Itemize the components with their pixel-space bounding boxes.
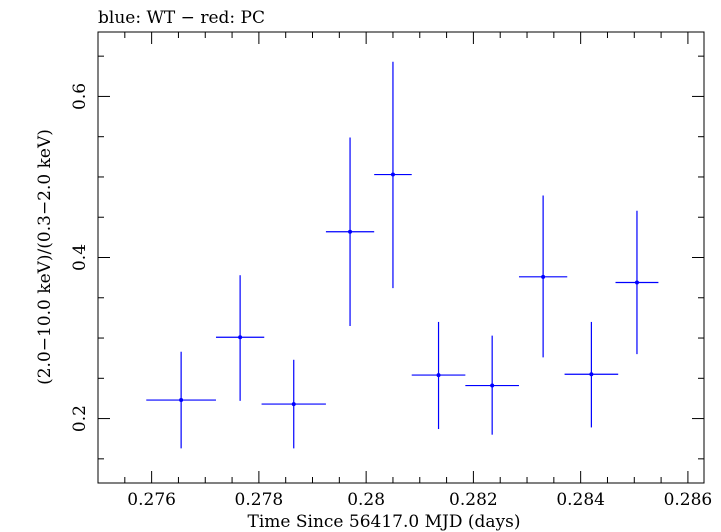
point-marker <box>634 280 639 285</box>
point-marker <box>348 229 353 234</box>
x-tick-label: 0.286 <box>664 490 713 510</box>
point-marker <box>179 398 184 403</box>
data-point <box>411 321 466 430</box>
point-marker <box>490 383 495 388</box>
x-axis-label: Time Since 56417.0 MJD (days) <box>248 512 521 532</box>
y-tick-label: 0.4 <box>70 244 90 271</box>
data-point <box>564 321 619 428</box>
data-point <box>374 61 412 289</box>
data-point <box>615 210 659 355</box>
axis-ticks: 0.276 0.278 0.28 0.282 0.284 0.286 0.2 0.4 0.6 <box>70 32 712 510</box>
point-marker <box>436 373 441 378</box>
x-tick-label: 0.282 <box>449 490 498 510</box>
data-point <box>325 137 375 326</box>
x-tick-label: 0.276 <box>127 490 176 510</box>
data-point <box>465 335 519 435</box>
data-point <box>261 359 326 449</box>
y-tick-label: 0.6 <box>70 83 90 110</box>
point-marker <box>589 372 594 377</box>
chart-title: blue: WT − red: PC <box>98 8 265 28</box>
x-tick-label: 0.28 <box>347 490 385 510</box>
y-axis-label: (2.0−10.0 keV)/(0.3−2.0 keV) <box>35 129 55 385</box>
point-marker <box>291 402 296 407</box>
data-point <box>146 351 216 449</box>
x-tick-label: 0.278 <box>235 490 284 510</box>
y-tick-label: 0.2 <box>70 405 90 432</box>
point-marker <box>541 274 546 279</box>
x-tick-label: 0.284 <box>556 490 605 510</box>
plot-frame <box>97 31 705 484</box>
data-points <box>146 61 659 449</box>
data-point <box>215 275 265 401</box>
point-marker <box>238 335 243 340</box>
data-point <box>518 195 568 358</box>
point-marker <box>390 172 395 177</box>
